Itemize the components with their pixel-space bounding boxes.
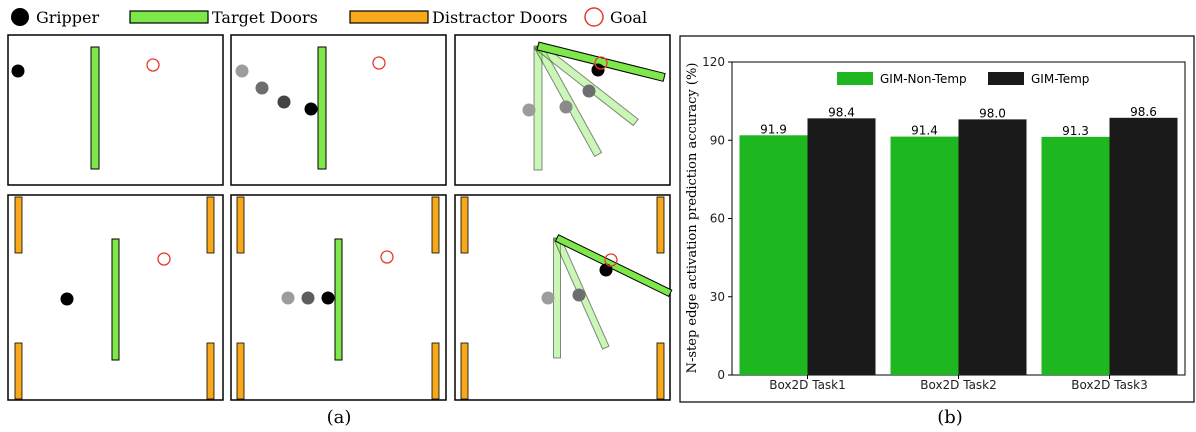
panel-b-frame [679, 35, 1195, 403]
y-tick-label: 60 [710, 212, 725, 226]
gripper-trace [541, 291, 555, 305]
scene-frame [230, 34, 447, 186]
x-tick-label: Box2D Task2 [920, 378, 997, 392]
distractor-door [236, 342, 245, 400]
goal [157, 252, 171, 266]
door-trace [553, 237, 561, 359]
target-doors-legend-label: Target Doors [212, 8, 318, 27]
distractor-door [460, 196, 469, 254]
scene-bottom-2 [230, 194, 447, 401]
target-door [334, 238, 343, 361]
bar-value-label: 98.6 [1130, 105, 1157, 119]
legend-swatch-temp [988, 72, 1024, 85]
distractor-doors-legend-label: Distractor Doors [432, 8, 567, 27]
distractor-door [14, 342, 23, 400]
gripper-trace [572, 288, 586, 302]
y-tick-label: 90 [710, 133, 725, 147]
distractor-door [206, 196, 215, 254]
panel-b-label: (b) [937, 407, 963, 428]
target-door [111, 238, 120, 361]
goal [146, 58, 160, 72]
distractor-door [656, 196, 665, 254]
gripper-legend-marker [11, 8, 29, 26]
gripper [321, 291, 335, 305]
target-door [317, 46, 327, 170]
scene-bottom-1 [7, 194, 224, 401]
gripper [60, 292, 74, 306]
scene-frame [7, 34, 224, 186]
gripper-trace [255, 81, 269, 95]
bar-value-label: 98.4 [828, 105, 855, 119]
legend-swatch-non-temp [837, 72, 873, 85]
gripper [591, 63, 605, 77]
bar-value-label: 98.0 [979, 106, 1006, 120]
bar-value-label: 91.9 [760, 122, 787, 136]
y-tick-label: 0 [717, 368, 725, 382]
bar-temp [958, 119, 1027, 375]
bar-non-temp [1041, 136, 1110, 375]
gripper-trace [582, 84, 596, 98]
goal [380, 250, 394, 264]
panel-a-label: (a) [327, 407, 352, 428]
gripper-trace [301, 291, 315, 305]
bar-non-temp [739, 135, 808, 375]
gripper-trace [559, 100, 573, 114]
x-tick-label: Box2D Task1 [769, 378, 846, 392]
legend-label-non-temp: GIM-Non-Temp [880, 72, 967, 86]
x-tick-label: Box2D Task3 [1071, 378, 1148, 392]
figure-legend: Gripper Target Doors Distractor Doors Go… [11, 7, 647, 27]
scene-top-3 [454, 34, 671, 186]
distractor-door-legend-marker [349, 10, 429, 24]
goal [594, 56, 608, 70]
distractor-door [656, 342, 665, 400]
gripper-trace [277, 95, 291, 109]
distractor-door [460, 342, 469, 400]
bar-temp [807, 118, 876, 375]
goal-legend-marker [584, 7, 604, 27]
legend-label-temp: GIM-Temp [1031, 72, 1089, 86]
y-tick-label: 120 [702, 55, 725, 69]
gripper-legend-label: Gripper [36, 8, 100, 27]
gripper [11, 64, 25, 78]
goal [372, 56, 386, 70]
bar-non-temp [890, 136, 959, 375]
scene-top-1 [7, 34, 224, 186]
door-trace [533, 45, 543, 171]
gripper-trace [522, 103, 536, 117]
gripper-trace [235, 64, 249, 78]
scene-top-2 [230, 34, 447, 186]
distractor-door [431, 342, 440, 400]
target-door-legend-marker [129, 10, 209, 24]
goal-legend-label: Goal [610, 8, 647, 27]
scene-frame [454, 194, 671, 401]
target-door [90, 46, 100, 170]
scene-bottom-3 [454, 194, 673, 401]
gripper [599, 263, 613, 277]
distractor-door [206, 342, 215, 400]
accuracy-bar-chart: 0 30 60 90 120 91.9 98.4 Box2D Task1 91.4 98.0 Box… [685, 55, 1186, 392]
y-tick-label: 30 [710, 290, 725, 304]
distractor-door [236, 196, 245, 254]
bar-value-label: 91.4 [911, 124, 938, 138]
gripper [304, 102, 318, 116]
y-axis-label: N-step edge activation prediction accura… [685, 63, 700, 374]
bar-temp [1109, 117, 1178, 376]
bar-value-label: 91.3 [1062, 124, 1089, 138]
goal [604, 253, 618, 267]
distractor-door [14, 196, 23, 254]
distractor-door [431, 196, 440, 254]
gripper-trace [281, 291, 295, 305]
